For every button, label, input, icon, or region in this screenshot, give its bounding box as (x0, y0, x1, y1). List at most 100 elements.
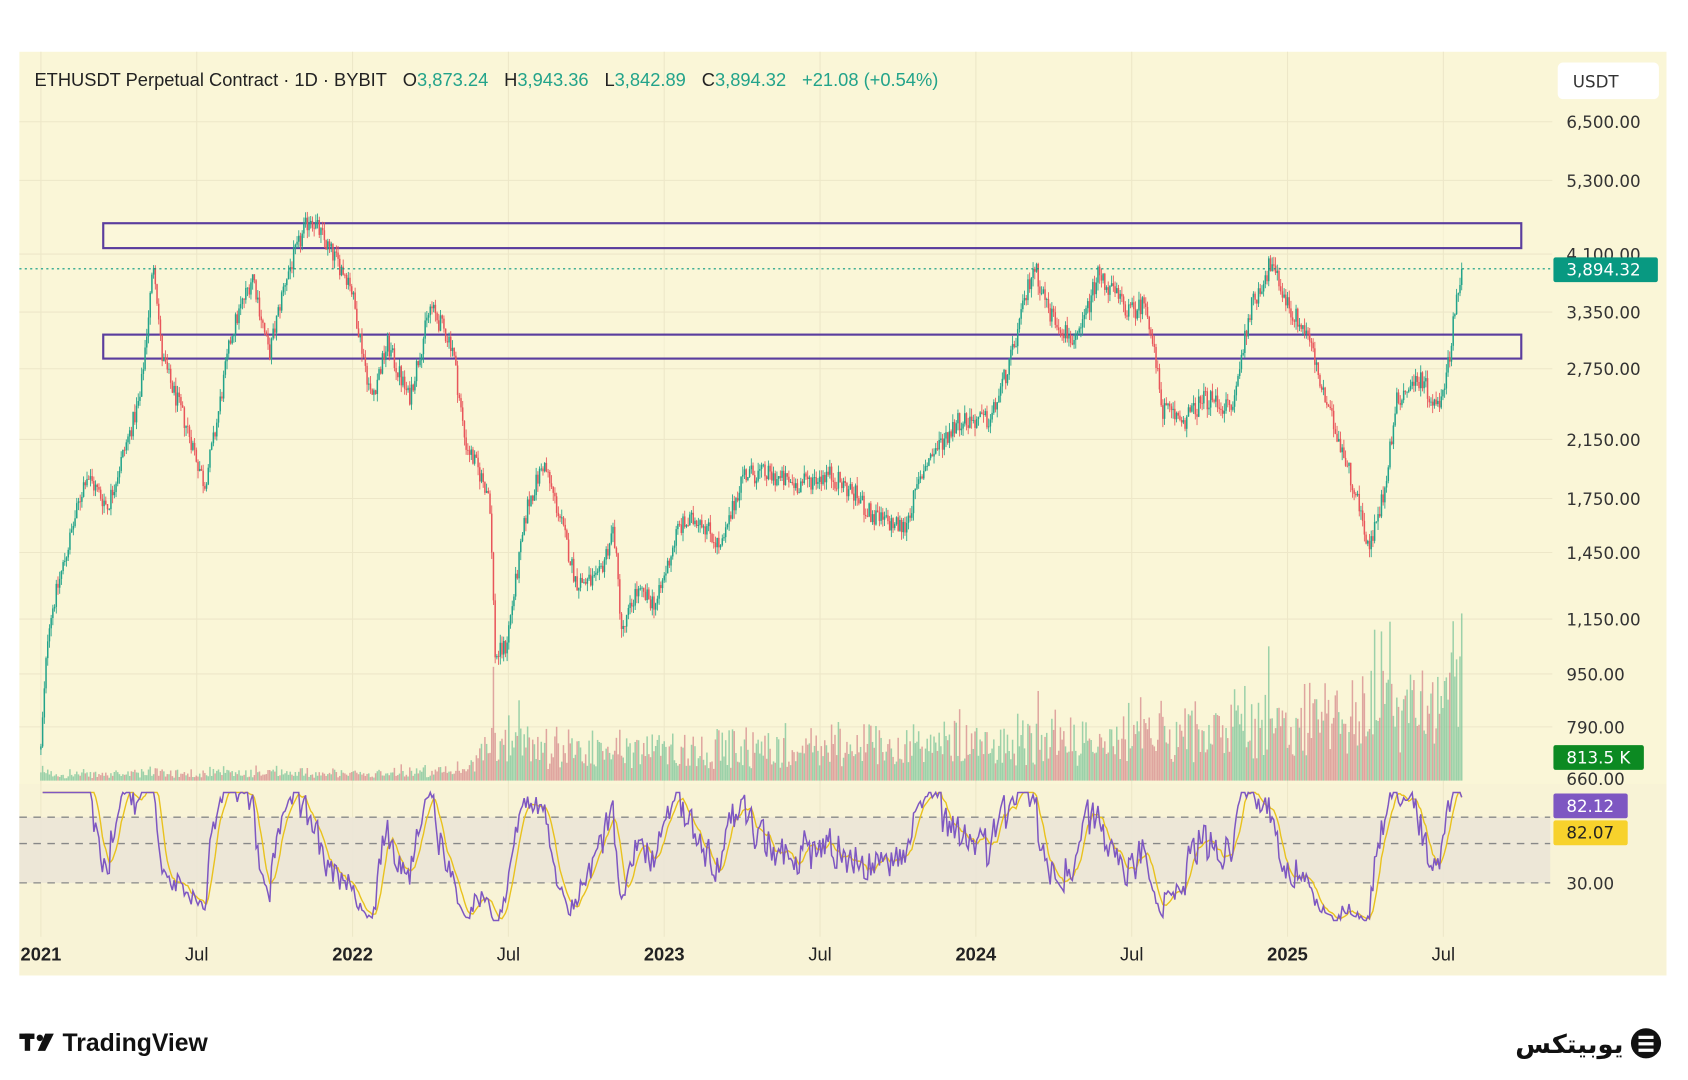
zone-rectangle[interactable] (102, 222, 1523, 250)
volume-bar (1245, 747, 1248, 781)
low-value: 3,842.89 (615, 69, 686, 90)
price-axis[interactable]: 6,500.005,300.004,100.003,350.002,750.00… (1566, 113, 1640, 789)
candle-body (429, 306, 432, 316)
volume-bar (490, 727, 493, 781)
candle-body (93, 481, 95, 491)
volume-bar (1143, 719, 1145, 781)
candle-body (267, 335, 269, 345)
candle-body (856, 485, 858, 499)
candle-body (644, 591, 647, 601)
time-axis[interactable]: 2021 Jul 2022 Jul 2023 Jul 2024 Jul 2025 Jul (21, 943, 1456, 964)
volume-bar (1290, 727, 1292, 781)
volume-bar (335, 772, 338, 781)
candle-body (808, 477, 811, 480)
volume-bar (438, 767, 440, 781)
volume-bar (1155, 750, 1157, 781)
ubitex-logo[interactable]: یوبیتکس (1515, 1028, 1662, 1060)
volume-bar (572, 758, 575, 781)
candle-body (1454, 314, 1456, 317)
currency-button[interactable]: USDT (1557, 62, 1659, 100)
candle-body (1213, 400, 1215, 402)
candle-body (689, 514, 691, 526)
volume-bar (487, 753, 490, 781)
candle-body (1413, 381, 1415, 386)
volume-bar (793, 752, 795, 781)
volume-bar (1431, 682, 1434, 781)
volume-bar (661, 743, 664, 781)
volume-bar (64, 778, 66, 781)
volume-bar (1054, 709, 1057, 781)
volume-bar (149, 766, 151, 781)
candle-body (1032, 268, 1034, 278)
zones[interactable] (102, 222, 1523, 360)
candle-body (410, 384, 413, 405)
candle-body (233, 333, 235, 337)
zone-rectangle[interactable] (102, 333, 1523, 360)
candle-body (263, 322, 266, 333)
rsi-tag-text: 82.12 (1566, 797, 1614, 816)
volume-bar (933, 736, 935, 781)
volume-bar (682, 747, 684, 781)
candle-body (742, 474, 744, 477)
candle-body (653, 596, 655, 610)
volume-bar (1005, 753, 1007, 781)
volume-bar (1459, 656, 1461, 781)
candle-body (1030, 277, 1033, 290)
volume-bar (856, 735, 858, 781)
candle-body (280, 292, 283, 311)
volume-bar (1170, 758, 1173, 781)
volume-bar (632, 752, 635, 781)
volume-bar (122, 774, 124, 781)
candle-body (321, 228, 324, 231)
volume-bar (337, 777, 339, 781)
volume-bar (1262, 754, 1265, 781)
candle-body (1097, 266, 1099, 283)
price-tick-label: 3,350.00 (1566, 304, 1640, 323)
candle-body (972, 420, 975, 421)
candle-body (151, 274, 153, 293)
volume-bar (228, 770, 230, 781)
candle-body (381, 353, 384, 374)
candle-body (1285, 294, 1287, 306)
volume-bar (675, 762, 677, 781)
candle-body (1455, 294, 1458, 315)
volume-bar (357, 774, 360, 781)
volume-bar (1326, 713, 1328, 781)
candle-body (834, 481, 836, 489)
volume-bar (214, 773, 216, 781)
volume-bar (1389, 621, 1391, 781)
candle-body (1102, 273, 1104, 281)
volume-bar (1044, 736, 1046, 781)
volume-bar (229, 772, 232, 781)
candle-body (1370, 536, 1372, 550)
candle-body (76, 503, 78, 519)
candle-body (590, 574, 592, 586)
volume-bar (1269, 718, 1272, 781)
candle-body (113, 492, 116, 496)
candle-body (344, 274, 346, 276)
candle-body (187, 425, 189, 427)
candle-body (156, 284, 158, 304)
volume-bar (1305, 755, 1308, 781)
volume-bar (385, 773, 387, 781)
volume-bar (209, 766, 211, 781)
candle-body (1278, 270, 1280, 287)
candle-body (316, 220, 319, 222)
candle-body (844, 481, 846, 483)
volume-bar (909, 741, 911, 781)
candle-body (743, 469, 746, 475)
candle-body (1254, 293, 1256, 300)
candle-body (115, 483, 117, 493)
candle-body (827, 471, 829, 475)
candle-body (1218, 407, 1220, 409)
tradingview-logo[interactable]: TradingView (19, 1030, 209, 1057)
volume-bar (347, 775, 350, 781)
volume-bar (1361, 676, 1364, 781)
candle-body (313, 227, 315, 229)
candle-body (1329, 406, 1331, 409)
volume-bar (666, 764, 669, 781)
candle-body (868, 503, 870, 517)
candle-body (86, 478, 88, 486)
time-tick-label: 2023 (644, 943, 685, 964)
